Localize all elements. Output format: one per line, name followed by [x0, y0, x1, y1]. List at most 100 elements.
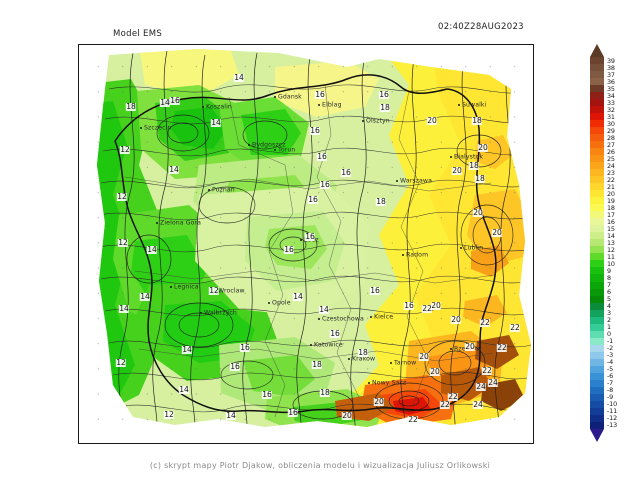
colorbar-tick-label: 22: [607, 175, 615, 184]
colorbar-band: 18: [590, 204, 615, 212]
city-dot: [362, 120, 364, 122]
contour-label: 20: [426, 116, 438, 125]
colorbar-band: 3: [590, 309, 611, 317]
contour-label: 12: [115, 358, 127, 367]
colorbar-tick-label: 12: [607, 245, 615, 254]
colorbar-band: 1: [590, 323, 611, 331]
colorbar-band: 14: [590, 232, 615, 240]
colorbar-band: 5: [590, 295, 611, 303]
contour-label: 16: [340, 168, 352, 177]
colorbar-band: 29: [590, 127, 615, 135]
city-dot: [402, 254, 404, 256]
colorbar-band: 38: [590, 64, 615, 72]
city-dot: [274, 149, 276, 151]
colorbar-band: 0: [590, 330, 611, 338]
contour-label: 22: [496, 343, 508, 352]
city-dot: [318, 318, 320, 320]
colorbar-tick-label: 33: [607, 98, 615, 107]
colorbar-band: 32: [590, 106, 615, 114]
colorbar-tick-label: 21: [607, 182, 615, 191]
contour-label: 16: [369, 286, 381, 295]
contour-label: 20: [464, 342, 476, 351]
colorbar-band: 19: [590, 197, 615, 205]
contour-label: 24: [472, 400, 484, 409]
contour-label: 22: [439, 400, 451, 409]
colorbar-tick-label: 35: [607, 84, 615, 93]
city-label: Legnica: [174, 283, 199, 291]
contour-label: 20: [472, 208, 484, 217]
contour-label: 16: [283, 245, 295, 254]
colorbar-band: 16: [590, 218, 615, 226]
colorbar-tick-label: -4: [607, 358, 614, 367]
city-label: Walbrzych: [204, 309, 237, 317]
colorbar-tick-label: 29: [607, 126, 615, 135]
colorbar-band: 39: [590, 57, 615, 65]
colorbar-tick-label: 3: [607, 309, 611, 318]
contour-label: 16: [169, 96, 181, 105]
colorbar-band: -9: [590, 393, 613, 401]
colorbar-band: 27: [590, 141, 615, 149]
colorbar-tick-label: 15: [607, 224, 615, 233]
colorbar-tick-label: -1: [607, 337, 614, 346]
colorbar-tick-label: -6: [607, 372, 614, 381]
colorbar-tick-label: 32: [607, 105, 615, 114]
colorbar-band: 17: [590, 211, 615, 219]
colorbar-band: 22: [590, 176, 615, 184]
city-label: Koszalin: [206, 103, 232, 111]
city-dot: [140, 127, 142, 129]
contour-label: 22: [421, 304, 433, 313]
colorbar-tick-label: -13: [607, 421, 617, 430]
contour-label: 14: [139, 292, 151, 301]
contour-label: 16: [314, 90, 326, 99]
colorbar-tick-label: 20: [607, 189, 615, 198]
city-dot: [450, 156, 452, 158]
colorbar-bands: 39 38 37 36 35 34 33 32 31 30 29 28 27 26 25 24 23 22 21 20…: [590, 57, 617, 429]
colorbar-band: 20: [590, 190, 615, 198]
colorbar-band: -1: [590, 337, 613, 345]
colorbar-tick-label: 26: [607, 147, 615, 156]
contour-label: 14: [168, 165, 180, 174]
city-dot: [458, 104, 460, 106]
map-frame: Szczecin Koszalin Gdansk Elblag Olsztyn Suwal…: [78, 44, 534, 444]
city-label: Elblag: [322, 101, 342, 109]
contour-label: 18: [474, 174, 486, 183]
colorbar-band: 12: [590, 246, 615, 254]
contour-label: 20: [491, 228, 503, 237]
contour-label: 18: [379, 103, 391, 112]
contour-label: 14: [210, 118, 222, 127]
contour-label: 14: [318, 305, 330, 314]
colorbar-band: -10: [590, 400, 617, 408]
contour-label: 18: [471, 116, 483, 125]
city-label: Warszawa: [400, 177, 432, 185]
contour-label: 14: [225, 411, 237, 420]
colorbar-band: 23: [590, 169, 615, 177]
city-label: Bydgoszcz: [252, 141, 286, 149]
colorbar-tick-label: 27: [607, 140, 615, 149]
colorbar-tick-label: 11: [607, 252, 615, 261]
colorbar-band: 31: [590, 113, 615, 121]
colorbar-tick-label: 18: [607, 203, 615, 212]
colorbar-band: 24: [590, 162, 615, 170]
city-dot: [202, 106, 204, 108]
city-label: Wroclaw: [218, 287, 245, 295]
colorbar-band: 28: [590, 134, 615, 142]
colorbar-band: 15: [590, 225, 615, 233]
contour-label: 16: [239, 343, 251, 352]
colorbar-band: 13: [590, 239, 615, 247]
contour-label: 14: [146, 245, 158, 254]
valid-time-label: 02:40Z28AUG2023: [438, 22, 524, 32]
city-label: Gdansk: [278, 93, 302, 101]
city-label: Kielce: [374, 313, 394, 321]
city-label: Czestochowa: [322, 315, 364, 323]
city-label: Torun: [278, 146, 296, 154]
colorbar-tick-label: 25: [607, 154, 615, 163]
city-label: Radom: [406, 251, 429, 259]
contour-label: 20: [373, 397, 385, 406]
colorbar-band: 11: [590, 253, 615, 261]
city-dot: [460, 247, 462, 249]
colorbar-tick-label: 38: [607, 63, 615, 72]
colorbar-band: 33: [590, 99, 615, 107]
colorbar-band: 30: [590, 120, 615, 128]
contour-label: 14: [181, 345, 193, 354]
